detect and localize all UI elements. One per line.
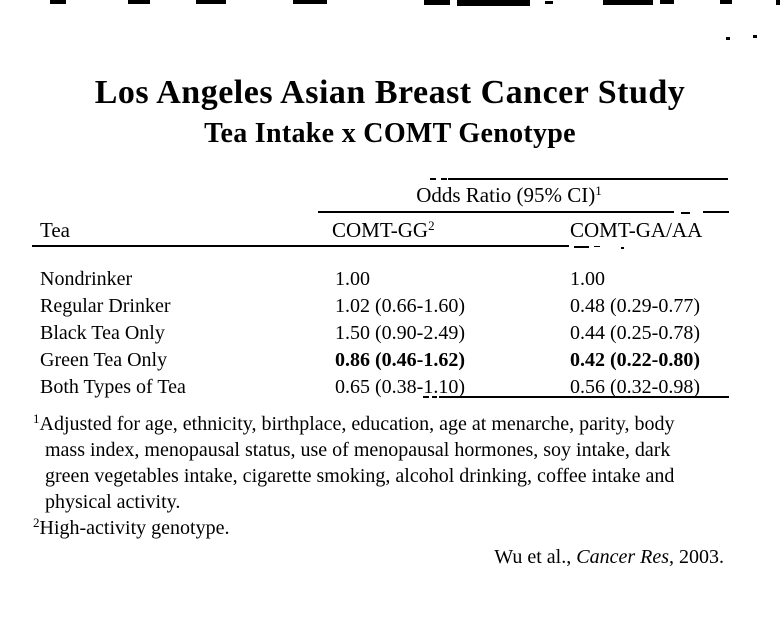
citation-authors: Wu et al.,: [494, 546, 577, 568]
table-rule-top: [448, 178, 728, 180]
odds-ratio-gaaa: 1.00: [570, 268, 605, 290]
scan-artifact: [545, 1, 553, 4]
scan-artifact: [196, 0, 226, 4]
column-header-tea: Tea: [40, 218, 71, 242]
table-rule-spanner: [703, 211, 729, 213]
group-header-label: Odds Ratio (95% CI): [416, 183, 596, 207]
odds-ratio-gg: 0.65 (0.38-1.10): [335, 376, 465, 398]
table-rule-top-dash: [430, 178, 436, 180]
scan-artifact: [753, 35, 757, 38]
footnote-2: 2High-activity genotype.: [33, 515, 230, 540]
footnote-1-line-4: physical activity.: [45, 491, 181, 513]
footnote-1-marker: 1: [33, 411, 40, 426]
table-rule-header: [32, 245, 569, 247]
odds-ratio-gg: 0.86 (0.46-1.62): [335, 349, 465, 371]
scan-artifact: [128, 0, 150, 4]
odds-ratio-gaaa: 0.42 (0.22-0.80): [570, 349, 700, 371]
citation-journal: Cancer Res: [576, 546, 669, 568]
table-row: Nondrinker 1.00 1.00: [0, 268, 780, 292]
table-rule-top-dash: [441, 178, 447, 180]
odds-ratio-gg: 1.02 (0.66-1.60): [335, 295, 465, 317]
table-rule-header-dash: [594, 246, 600, 247]
column-header-comt-gg-label: COMT-GG: [332, 218, 429, 242]
scan-artifact: [293, 0, 327, 4]
scan-artifact: [457, 0, 530, 6]
odds-ratio-gaaa: 0.48 (0.29-0.77): [570, 295, 700, 317]
table-row: Black Tea Only 1.50 (0.90-2.49) 0.44 (0.…: [0, 322, 780, 346]
page-subtitle: Tea Intake x COMT Genotype: [204, 118, 576, 149]
citation: Wu et al., Cancer Res, 2003.: [0, 546, 724, 569]
footnote-2-marker: 2: [33, 515, 40, 530]
scan-artifact: [726, 37, 730, 40]
scan-artifact: [660, 0, 674, 4]
tea-category: Regular Drinker: [40, 295, 171, 317]
scan-artifact: [720, 0, 732, 4]
table-rule-spanner-dash: [681, 212, 690, 214]
table-group-header: Odds Ratio (95% CI)1: [318, 183, 700, 208]
table-rule-bottom: [439, 396, 729, 398]
footnote-1-text: Adjusted for age, ethnicity, birthplace,…: [39, 413, 675, 435]
footnote-2-text: High-activity genotype.: [39, 517, 230, 539]
footnote-1-line-3: green vegetables intake, cigarette smoki…: [45, 465, 675, 487]
table-rule-header-dot: [621, 247, 624, 249]
footnote-1-line-1: 1Adjusted for age, ethnicity, birthplace…: [33, 411, 675, 436]
scan-artifact: [776, 0, 780, 5]
page-title: Los Angeles Asian Breast Cancer Study: [94, 74, 686, 111]
table-rule-bottom-dash: [423, 396, 429, 398]
scan-artifact: [424, 0, 450, 5]
odds-ratio-gaaa: 0.44 (0.25-0.78): [570, 322, 700, 344]
odds-ratio-gg: 1.50 (0.90-2.49): [335, 322, 465, 344]
tea-category: Green Tea Only: [40, 349, 168, 371]
tea-category: Both Types of Tea: [40, 376, 186, 398]
table-rule-header-dash: [574, 246, 589, 248]
table-rule-spanner: [318, 211, 674, 213]
table-row: Green Tea Only 0.86 (0.46-1.62) 0.42 (0.…: [0, 349, 780, 373]
scan-artifact: [603, 0, 653, 5]
column-header-comt-gg: COMT-GG2: [332, 218, 435, 243]
citation-year: , 2003.: [669, 546, 724, 568]
tea-category: Black Tea Only: [40, 322, 165, 344]
odds-ratio-gg: 1.00: [335, 268, 370, 290]
column-header-comt-gaaa: COMT-GA/AA: [570, 218, 703, 242]
table-rule-bottom-dash: [432, 396, 437, 398]
scan-artifact: [50, 0, 66, 4]
group-header-footnote-marker: 1: [595, 183, 602, 198]
odds-ratio-gaaa: 0.56 (0.32-0.98): [570, 376, 700, 398]
table-row: Regular Drinker 1.02 (0.66-1.60) 0.48 (0…: [0, 295, 780, 319]
table-row: Both Types of Tea 0.65 (0.38-1.10) 0.56 …: [0, 376, 780, 400]
footnote-1-line-2: mass index, menopausal status, use of me…: [45, 439, 671, 461]
tea-category: Nondrinker: [40, 268, 133, 290]
column-header-footnote-marker: 2: [428, 218, 435, 233]
